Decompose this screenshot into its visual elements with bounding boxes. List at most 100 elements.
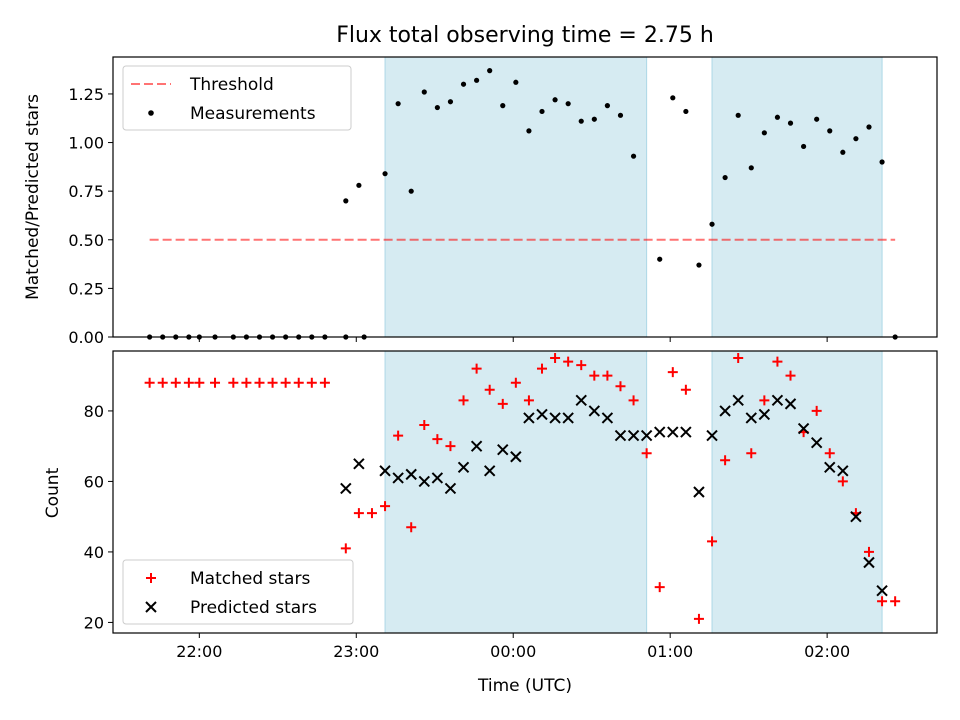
matched-star-point — [693, 613, 704, 624]
matched-star-point — [759, 395, 770, 406]
measurement-point — [670, 95, 676, 101]
predicted-star-point — [523, 412, 535, 424]
y-tick-label: 1.25 — [68, 85, 104, 104]
measurement-point — [539, 108, 545, 115]
measurement-point — [630, 153, 637, 159]
matched-star-point — [228, 377, 239, 388]
predicted-star-point — [457, 461, 470, 474]
measurement-point — [500, 103, 506, 109]
matched-star-point — [707, 536, 718, 547]
predicted-star-point — [745, 412, 757, 424]
measurement-point — [343, 198, 349, 204]
matched-star-point — [241, 377, 252, 388]
matched-star-point — [890, 596, 901, 607]
legend-label: Threshold — [189, 75, 274, 95]
legend-label: Predicted stars — [190, 598, 317, 618]
matched-star-point — [602, 370, 613, 381]
y-tick-label: 20 — [84, 613, 104, 632]
measurement-point — [434, 104, 440, 111]
axes-frame — [112, 56, 938, 338]
matched-star-point — [589, 370, 600, 381]
matched-star-point — [523, 395, 534, 406]
matched-star-point — [406, 522, 417, 533]
matched-star-point — [194, 377, 205, 388]
x-axis-label: Time (UTC) — [477, 676, 572, 696]
y-tick-label: 0.25 — [68, 279, 104, 298]
matched-star-point — [210, 377, 221, 388]
predicted-star-point — [588, 405, 601, 417]
measurement-point — [526, 128, 532, 134]
measurement-point — [683, 108, 689, 115]
matched-star-point — [340, 543, 351, 554]
y-tick-label: 0.00 — [68, 328, 104, 347]
matched-star-point — [306, 377, 317, 388]
matched-star-point — [484, 384, 495, 395]
matched-star-point — [170, 377, 181, 388]
predicted-star-point — [405, 468, 417, 481]
matched-star-point — [293, 377, 304, 388]
matched-star-point — [458, 395, 469, 406]
legend-matched-swatch — [146, 573, 156, 583]
predicted-star-point — [431, 472, 444, 484]
matched-star-point — [419, 420, 430, 431]
legend-box — [122, 65, 352, 131]
measurement-point — [513, 79, 519, 85]
measurement-point — [787, 120, 794, 126]
matched-star-point — [785, 370, 796, 381]
matched-star-point — [432, 434, 443, 445]
observing-interval-band — [711, 350, 883, 634]
measurement-point — [879, 159, 885, 165]
predicted-star-point — [771, 394, 784, 407]
y-tick-label: 40 — [84, 543, 104, 562]
matched-star-point — [157, 377, 168, 388]
measurement-point — [800, 143, 807, 150]
predicted-star-point — [549, 412, 561, 424]
measurement-point — [356, 182, 362, 188]
matched-star-point — [641, 448, 652, 459]
measurement-point — [735, 112, 741, 118]
predicted-star-point — [693, 486, 705, 498]
measurement-point — [617, 112, 624, 118]
legend-label: Measurements — [190, 104, 316, 124]
predicted-star-point — [353, 458, 365, 470]
y-tick-label: 0.50 — [68, 231, 104, 250]
measurement-point — [395, 101, 401, 107]
measurement-point — [722, 174, 728, 181]
legend-predicted-swatch — [145, 601, 157, 613]
predicted-star-point — [863, 556, 875, 569]
measurement-point — [474, 77, 480, 83]
matched-star-point — [510, 377, 521, 388]
matched-star-point — [563, 356, 574, 367]
predicted-star-point — [732, 394, 744, 407]
predicted-star-point — [601, 412, 614, 424]
y-tick-label: 1.00 — [68, 134, 104, 153]
matched-star-point — [811, 405, 822, 416]
predicted-star-point — [667, 426, 679, 438]
matched-star-point — [667, 367, 678, 378]
predicted-star-point — [758, 408, 771, 421]
measurement-point — [774, 114, 781, 120]
matched-star-point — [471, 363, 482, 374]
measurement-point — [814, 116, 820, 122]
predicted-star-point — [614, 429, 627, 442]
axes-frame — [112, 350, 938, 634]
matched-star-point — [654, 582, 665, 593]
matched-star-point — [576, 360, 587, 371]
measurement-point — [591, 116, 597, 122]
top-panel: 0.00 0.25 0.50 0.75 1.00 1.25 Threshold Measure… — [68, 56, 938, 347]
matched-star-point — [680, 384, 691, 395]
measurement-point — [408, 188, 414, 194]
matched-star-point — [267, 377, 278, 388]
predicted-star-point — [640, 429, 653, 442]
measurement-point — [709, 221, 715, 227]
predicted-star-point — [510, 451, 522, 463]
predicted-star-point — [575, 394, 587, 407]
predicted-star-point — [444, 482, 457, 495]
measurement-point — [761, 130, 767, 136]
measurement-point — [578, 118, 584, 124]
predicted-star-point — [876, 584, 888, 597]
measurement-point — [382, 171, 388, 177]
predicted-star-point — [850, 510, 862, 523]
chart-title: Flux total observing time = 2.75 h — [336, 23, 714, 48]
